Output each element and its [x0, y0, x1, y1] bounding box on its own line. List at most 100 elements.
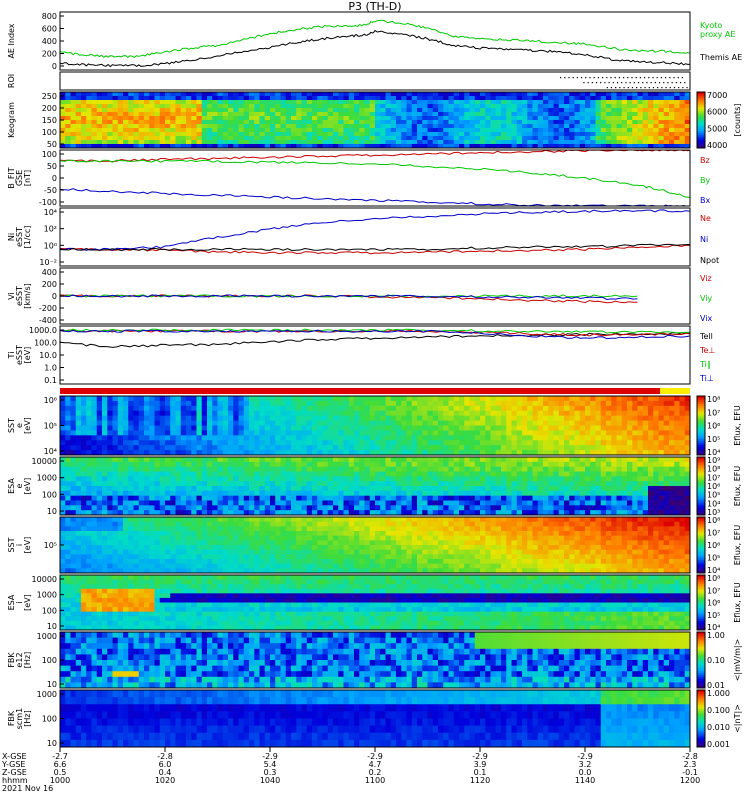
keogram-cell — [138, 116, 145, 121]
sst-i-cell — [91, 531, 98, 537]
keogram-cell — [543, 104, 549, 109]
sst-e-cell — [270, 405, 276, 412]
sst-i-cell — [70, 521, 77, 527]
sst-e-cell — [186, 435, 192, 441]
sst-e-cell — [600, 440, 607, 446]
keogram-cell — [411, 124, 418, 129]
esa-e-cell — [107, 466, 113, 472]
esa-e-cell — [595, 476, 602, 482]
esa-e-cell — [448, 486, 455, 492]
sst-e-colorbar-tick: 10⁷ — [707, 408, 720, 417]
keogram-cell — [170, 112, 176, 117]
keogram-cell — [254, 144, 260, 149]
esa-e-cell — [553, 500, 560, 506]
keogram-cell — [285, 136, 292, 141]
sst-e-cell — [312, 435, 318, 441]
esa-e-cell — [306, 495, 313, 501]
sst-e-cell — [144, 400, 150, 407]
roi-dot — [621, 82, 623, 84]
esa-e-cell — [133, 457, 140, 463]
keogram-cell — [343, 128, 350, 133]
sst-e-cell — [259, 405, 266, 412]
esa-e-cell — [196, 500, 203, 506]
keogram-cell — [191, 104, 197, 109]
esa-e-cell — [663, 476, 670, 482]
esa-e-cell — [674, 490, 680, 497]
esa-e-cell — [648, 471, 654, 477]
sst-e-cell — [243, 415, 250, 421]
esa-e-cell — [548, 471, 554, 477]
esa-e-cell — [679, 481, 686, 487]
esa-e-cell — [259, 471, 266, 477]
esa-e-cell — [175, 476, 182, 482]
sst-e-cell — [679, 420, 686, 426]
esa-e-cell — [464, 471, 470, 477]
keogram-cell — [301, 140, 308, 145]
roi-dot — [633, 82, 635, 84]
esa-e-cell — [60, 466, 66, 472]
esa-e-colorbar-cell — [697, 472, 705, 475]
sst-e-cell — [175, 430, 182, 436]
sst-e-cell — [474, 425, 481, 431]
keogram-colorbar-cell — [697, 133, 705, 136]
esa-e-cell — [212, 510, 218, 516]
sst-e-cell — [464, 450, 470, 456]
esa-e-colorbar-cell — [697, 486, 705, 489]
sst-e-cell — [275, 396, 281, 402]
sst-e-cell — [159, 435, 166, 441]
keogram-cell — [548, 92, 554, 97]
sst-e-cell — [249, 415, 255, 421]
keogram-cell — [359, 100, 365, 105]
sst-e-cell — [285, 396, 292, 402]
roi-dot — [673, 77, 675, 79]
keogram-cell — [569, 100, 575, 105]
sst-i-cell — [91, 554, 98, 560]
keogram-cell — [301, 144, 308, 149]
sst-e-cell — [86, 396, 92, 402]
sst-e-cell — [396, 400, 402, 407]
keogram-cell — [233, 116, 239, 121]
sst-i-cell — [65, 521, 71, 527]
keogram-cell — [438, 132, 444, 137]
keogram-cell — [485, 96, 491, 101]
keogram-cell — [369, 112, 376, 117]
bfield-ytick-label: 50 — [47, 162, 57, 171]
esa-e-cell — [642, 486, 649, 492]
keogram-cell — [291, 144, 297, 149]
roi-dot — [600, 82, 602, 84]
sst-i-cell — [102, 563, 108, 569]
keogram-cell — [102, 112, 108, 117]
esa-e-cell — [306, 471, 313, 477]
esa-e-cell — [459, 486, 465, 492]
sst-e-cell — [170, 400, 176, 407]
sst-e-cell — [291, 445, 297, 451]
sst-e-cell — [516, 400, 523, 407]
keogram-cell — [459, 140, 465, 145]
sst-e-cell — [658, 435, 665, 441]
keogram-cell — [432, 96, 439, 101]
keogram-cell — [564, 136, 570, 141]
keogram-cell — [453, 104, 460, 109]
sst-e-cell — [453, 405, 460, 412]
esa-e-cell — [254, 505, 260, 511]
esa-e-cell — [485, 461, 491, 468]
sst-e-cell — [653, 396, 659, 402]
keogram-cell — [306, 108, 313, 113]
sst-e-cell — [522, 420, 528, 426]
esa-e-cell — [81, 510, 87, 516]
roi-dot — [650, 82, 652, 84]
esa-e-cell — [606, 457, 612, 463]
esa-e-cell — [485, 486, 491, 492]
keogram-cell — [569, 92, 575, 97]
esa-e-cell — [165, 490, 171, 497]
sst-e-cell — [249, 435, 255, 441]
keogram-cell — [579, 144, 586, 149]
esa-e-cell — [527, 471, 533, 477]
sst-e-cell — [128, 415, 134, 421]
sst-e-cell — [522, 450, 528, 456]
keogram-cell — [186, 140, 192, 145]
sst-e-cell — [186, 445, 192, 451]
sst-e-cell — [595, 445, 602, 451]
esa-e-cell — [632, 481, 638, 487]
sst-e-cell — [474, 430, 481, 436]
